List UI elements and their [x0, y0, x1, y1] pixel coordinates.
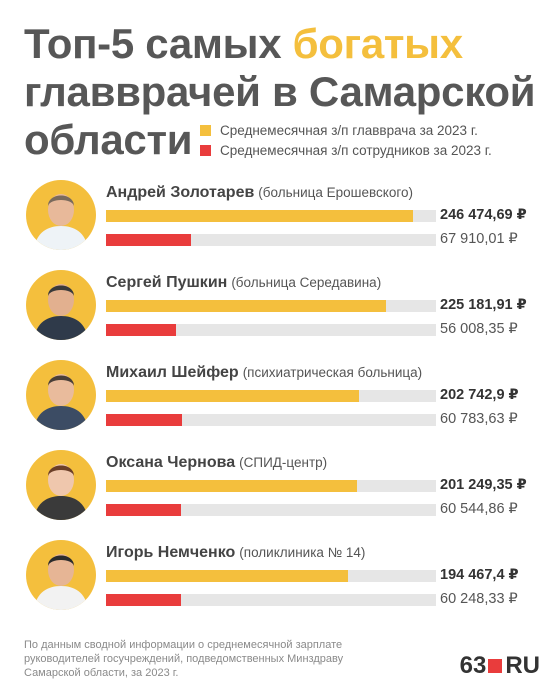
row-name-line: Михаил Шейфер (психиатрическая больница) — [106, 364, 422, 382]
person-avatar-icon — [26, 540, 96, 610]
bar-staff — [106, 594, 181, 606]
legend-label-staff: Среднемесячная з/п сотрудников за 2023 г… — [220, 142, 492, 158]
bar-track-staff — [106, 594, 436, 606]
bar-head — [106, 210, 413, 222]
title-line-3: области — [24, 116, 193, 163]
legend-swatch-staff — [200, 144, 211, 156]
title-text: Топ-5 самых — [24, 20, 293, 67]
bar-value-head: 246 474,69 ₽ — [440, 207, 527, 223]
bar-staff — [106, 504, 182, 516]
legend-swatch-head — [200, 124, 211, 136]
person-avatar-icon — [26, 180, 96, 250]
row-org: (поликлиника № 14) — [239, 545, 366, 560]
bar-track-staff — [106, 504, 436, 516]
bar-value-head: 194 467,4 ₽ — [440, 567, 519, 583]
bar-value-staff: 60 783,63 ₽ — [440, 411, 518, 427]
row-name-line: Андрей Золотарев (больница Ерошевского) — [106, 184, 413, 202]
row-org: (психиатрическая больница) — [242, 365, 423, 380]
title-line-1: Топ-5 самых богатых — [24, 20, 544, 68]
bar-track-staff — [106, 324, 436, 336]
chart-row: Михаил Шейфер (психиатрическая больница) 2… — [0, 358, 560, 446]
bar-head — [106, 480, 357, 492]
bar-value-staff: 67 910,01 ₽ — [440, 231, 518, 247]
logo-number: 63 — [459, 652, 487, 679]
row-name: Андрей Золотарев — [106, 184, 255, 201]
row-org: (больница Середавина) — [231, 275, 382, 290]
bar-staff — [106, 234, 191, 246]
legend-label-head: Среднемесячная з/п главврача за 2023 г. — [220, 122, 478, 138]
site-logo[interactable]: 63 RU — [460, 652, 540, 680]
title-accent: богатых — [292, 20, 463, 67]
row-org: (больница Ерошевского) — [258, 185, 413, 200]
bar-track-head — [106, 480, 436, 492]
chart-title: Топ-5 самых богатых главврачей в Самарск… — [24, 20, 544, 164]
logo-text: RU — [505, 652, 540, 679]
person-avatar-icon — [26, 270, 96, 340]
row-name: Оксана Чернова — [106, 454, 236, 471]
bar-value-staff: 60 248,33 ₽ — [440, 591, 518, 607]
bar-track-head — [106, 210, 436, 222]
bar-staff — [106, 414, 182, 426]
footnote: По данным сводной информации о среднемес… — [24, 639, 344, 679]
bar-staff — [106, 324, 176, 336]
title-line-2: главврачей в Самарской — [24, 68, 536, 115]
bar-value-head: 202 742,9 ₽ — [440, 387, 519, 403]
person-avatar-icon — [26, 450, 96, 520]
bar-track-staff — [106, 234, 436, 246]
bar-value-staff: 56 008,35 ₽ — [440, 321, 518, 337]
chart-row: Оксана Чернова (СПИД-центр) 201 249,35 ₽ 60… — [0, 448, 560, 536]
row-name-line: Игорь Немченко (поликлиника № 14) — [106, 544, 365, 562]
bar-head — [106, 300, 387, 312]
row-name-line: Сергей Пушкин (больница Середавина) — [106, 274, 381, 292]
bar-value-head: 201 249,35 ₽ — [440, 477, 527, 493]
row-name: Игорь Немченко — [106, 544, 236, 561]
bar-track-head — [106, 390, 436, 402]
bar-head — [106, 390, 359, 402]
person-avatar-icon — [26, 360, 96, 430]
row-name: Сергей Пушкин — [106, 274, 228, 291]
legend-item-staff: Среднемесячная з/п сотрудников за 2023 г… — [200, 140, 492, 160]
chart-row: Андрей Золотарев (больница Ерошевского) 24… — [0, 178, 560, 266]
bar-track-head — [106, 300, 436, 312]
bar-track-staff — [106, 414, 436, 426]
bar-value-head: 225 181,91 ₽ — [440, 297, 527, 313]
legend: Среднемесячная з/п главврача за 2023 г. … — [200, 120, 492, 160]
bar-track-head — [106, 570, 436, 582]
logo-square-icon — [488, 659, 503, 673]
row-name: Михаил Шейфер — [106, 364, 239, 381]
legend-item-head: Среднемесячная з/п главврача за 2023 г. — [200, 120, 492, 140]
row-org: (СПИД-центр) — [239, 455, 328, 470]
bar-value-staff: 60 544,86 ₽ — [440, 501, 518, 517]
row-name-line: Оксана Чернова (СПИД-центр) — [106, 454, 327, 472]
chart-row: Сергей Пушкин (больница Середавина) 225 18… — [0, 268, 560, 356]
bar-head — [106, 570, 349, 582]
chart-row: Игорь Немченко (поликлиника № 14) 194 467,… — [0, 538, 560, 626]
